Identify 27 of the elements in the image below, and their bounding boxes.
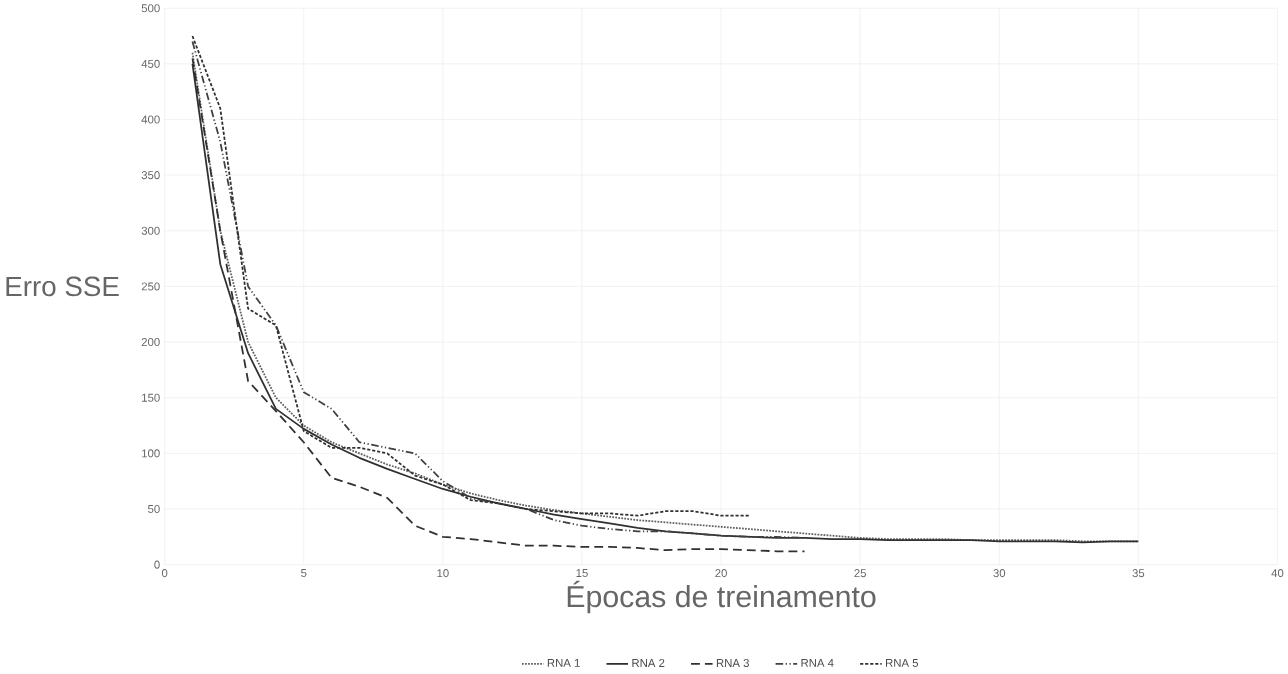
legend-label: RNA 4 xyxy=(801,659,834,667)
y-tick-label: 50 xyxy=(148,505,160,514)
x-tick-label: 40 xyxy=(1271,569,1284,578)
legend-label: RNA 2 xyxy=(632,659,665,667)
y-tick-label: 150 xyxy=(142,393,160,402)
x-tick-label: 10 xyxy=(437,569,449,578)
x-tick-label: 0 xyxy=(161,569,168,578)
y-tick-label: 450 xyxy=(141,59,160,68)
y-tick-label: 350 xyxy=(141,171,160,180)
x-axis-title: Épocas de treinamento xyxy=(567,580,876,614)
y-tick-label: 250 xyxy=(141,282,160,291)
x-tick-label: 30 xyxy=(993,569,1006,578)
x-tick-label: 20 xyxy=(715,569,727,578)
legend-label: RNA 3 xyxy=(716,659,749,668)
x-tick-label: 35 xyxy=(1132,569,1145,578)
y-tick-label: 200 xyxy=(141,338,160,347)
y-tick-label: 100 xyxy=(142,449,160,458)
x-tick-label: 15 xyxy=(576,569,588,578)
y-tick-label: 400 xyxy=(141,115,160,124)
y-tick-label: 500 xyxy=(141,4,160,13)
x-tick-label: 25 xyxy=(854,569,866,578)
y-tick-label: 0 xyxy=(154,560,160,569)
legend-label: RNA 1 xyxy=(547,659,580,667)
legend-label: RNA 5 xyxy=(885,659,919,668)
y-tick-label: 300 xyxy=(141,226,160,235)
x-tick-label: 5 xyxy=(301,569,307,578)
y-axis-title: Erro SSE xyxy=(6,276,119,297)
